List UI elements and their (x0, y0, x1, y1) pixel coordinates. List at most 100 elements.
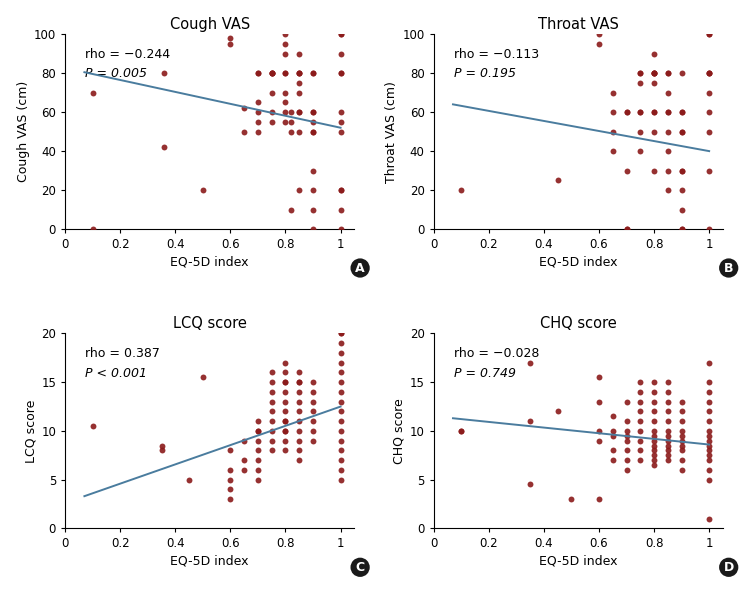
Point (634, 426, 646, 436)
Text: P < 0.001: P < 0.001 (86, 366, 147, 380)
Point (280, 426, 292, 436)
Point (648, 455, 660, 465)
Point (620, 426, 632, 436)
Point (704, 436, 716, 445)
Point (607, 107, 619, 117)
Point (252, 455, 264, 465)
Point (676, 166, 688, 176)
Point (648, 68, 660, 78)
Text: rho = −0.028: rho = −0.028 (454, 347, 539, 360)
Point (266, 368, 278, 377)
Point (662, 431, 674, 441)
Point (334, 68, 346, 78)
Point (238, 127, 250, 136)
Point (704, 465, 716, 474)
Point (593, 426, 605, 436)
Point (307, 436, 319, 445)
Point (648, 387, 660, 397)
Point (676, 186, 688, 195)
Point (252, 465, 264, 474)
Point (662, 407, 674, 416)
Point (634, 78, 646, 88)
Point (238, 104, 250, 113)
Point (293, 397, 305, 406)
Point (662, 416, 674, 426)
Point (293, 68, 305, 78)
Point (552, 407, 564, 416)
Point (676, 455, 688, 465)
Point (662, 107, 674, 117)
Point (196, 186, 208, 195)
Point (238, 455, 250, 465)
Point (662, 68, 674, 78)
Title: Throat VAS: Throat VAS (538, 17, 619, 31)
Point (293, 378, 305, 387)
Point (593, 436, 605, 445)
Text: P = 0.195: P = 0.195 (454, 68, 516, 80)
Point (280, 397, 292, 406)
Point (620, 436, 632, 445)
Point (676, 205, 688, 214)
Point (634, 436, 646, 445)
Point (224, 465, 236, 474)
Point (552, 176, 564, 185)
Point (307, 127, 319, 136)
Point (455, 426, 467, 436)
Point (334, 378, 346, 387)
Point (634, 68, 646, 78)
Point (252, 436, 264, 445)
Point (252, 475, 264, 484)
Point (334, 475, 346, 484)
Point (662, 146, 674, 156)
Point (524, 358, 536, 368)
Point (704, 431, 716, 441)
Point (607, 88, 619, 97)
Point (334, 387, 346, 397)
Point (593, 372, 605, 382)
Point (280, 107, 292, 117)
Point (334, 455, 346, 465)
Point (280, 416, 292, 426)
Point (620, 397, 632, 406)
Point (648, 127, 660, 136)
Text: B: B (724, 262, 734, 275)
Point (280, 358, 292, 368)
Point (676, 127, 688, 136)
Point (224, 475, 236, 484)
Point (266, 68, 278, 78)
Point (634, 68, 646, 78)
Point (704, 68, 716, 78)
Point (252, 127, 264, 136)
Point (620, 107, 632, 117)
Point (285, 205, 297, 214)
Point (293, 186, 305, 195)
Point (455, 186, 467, 195)
Point (334, 416, 346, 426)
Point (704, 88, 716, 97)
Point (620, 107, 632, 117)
Point (662, 441, 674, 450)
Point (662, 451, 674, 460)
Point (593, 30, 605, 39)
Point (334, 49, 346, 59)
Point (224, 446, 236, 455)
Point (648, 446, 660, 455)
Point (634, 397, 646, 406)
Point (620, 446, 632, 455)
Point (334, 127, 346, 136)
Point (634, 446, 646, 455)
Point (280, 68, 292, 78)
Point (648, 68, 660, 78)
Point (648, 426, 660, 436)
Point (676, 166, 688, 176)
Point (155, 446, 167, 455)
Point (280, 446, 292, 455)
Point (280, 68, 292, 78)
Point (334, 339, 346, 348)
Text: P = 0.749: P = 0.749 (454, 366, 516, 380)
Point (252, 98, 264, 107)
Point (662, 446, 674, 455)
Point (593, 39, 605, 49)
Text: rho = 0.387: rho = 0.387 (86, 347, 160, 360)
Point (648, 416, 660, 426)
